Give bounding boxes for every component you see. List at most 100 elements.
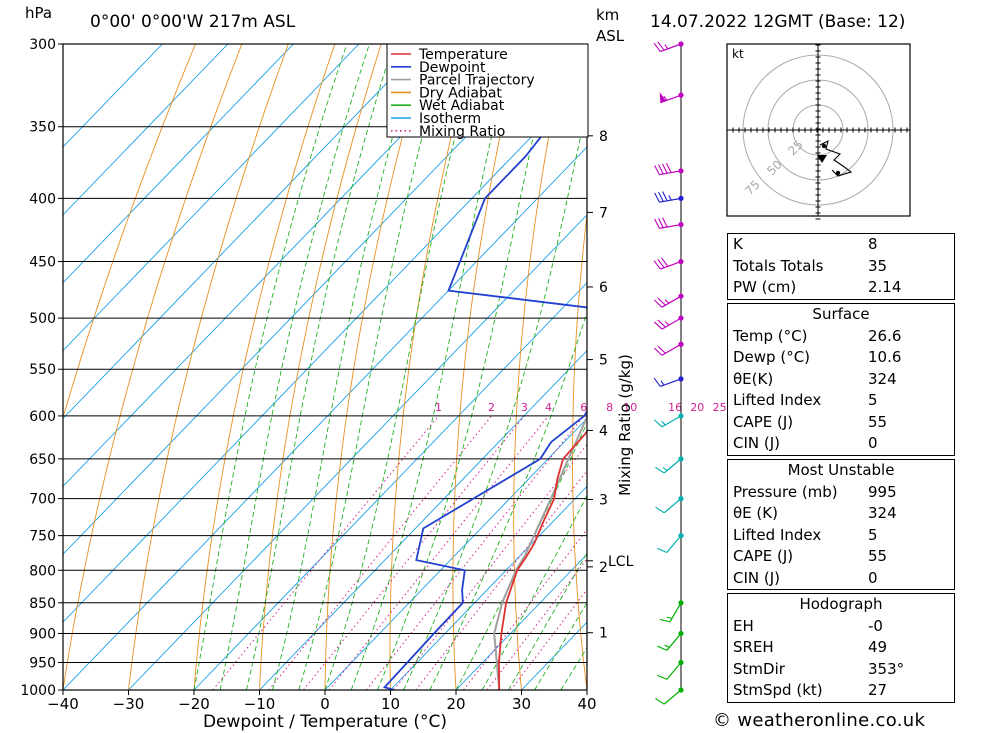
- wind-feather: [655, 697, 665, 705]
- wind-barb: [660, 43, 682, 53]
- hodo-row: StmSpd (kt) 27: [733, 681, 888, 699]
- mixing-ratio-line: [393, 443, 587, 690]
- mixing-ratio-label: 20: [690, 401, 704, 414]
- legend-entry: Parcel Trajectory: [419, 73, 535, 89]
- wind-feather: [657, 547, 668, 554]
- hodograph-title: Hodograph: [799, 595, 883, 613]
- isotherm-line: [193, 282, 587, 690]
- location-label: 0°00' 0°00'W 217m ASL: [90, 12, 296, 32]
- wind-half-feather: [660, 380, 665, 386]
- isotherm-line: [259, 349, 587, 690]
- wind-feather: [659, 618, 671, 623]
- legend-entry: Isotherm: [419, 111, 481, 127]
- mixing-ratio-label: 3: [521, 401, 528, 414]
- footer-credit[interactable]: © weatheronline.co.uk: [713, 710, 926, 731]
- mu-row: CAPE (J) 55: [733, 547, 888, 565]
- hodo-row: SREH 49: [733, 638, 888, 656]
- wind-feather: [653, 299, 663, 308]
- mixing-ratio-line: [510, 588, 587, 690]
- dry-adiabat-line: [324, 44, 429, 690]
- pressure-tick-label: 900: [29, 626, 56, 642]
- isotherm-line: [128, 214, 587, 690]
- mixing-ratio-label: 1: [435, 401, 442, 414]
- surface-title: Surface: [812, 305, 870, 323]
- wet-adiabat-line: [298, 44, 448, 690]
- km-tick-label: 7: [599, 205, 608, 221]
- wind-feather: [657, 645, 668, 651]
- wind-feather: [657, 259, 665, 269]
- hodo-row: EH -0: [733, 616, 883, 635]
- pressure-tick-label: 700: [29, 492, 56, 508]
- mixing-ratio-label: 16: [668, 401, 682, 414]
- wind-barb: [663, 689, 682, 705]
- wind-barb: [660, 260, 682, 270]
- temperature-tick-label: −40: [47, 695, 79, 713]
- dry-adiabat-line: [63, 44, 196, 420]
- lcl-label: LCL: [608, 554, 634, 570]
- wind-barb: [661, 343, 682, 356]
- wet-adiabat-line: [376, 44, 555, 690]
- isotherm-line: [63, 44, 425, 420]
- mixing-ratio-line: [328, 415, 549, 690]
- legend-entry: Dry Adiabat: [419, 85, 502, 101]
- storm-motion-marker: [817, 155, 827, 163]
- mu-row: Lifted Index 5: [733, 525, 878, 544]
- wind-feather: [665, 162, 672, 173]
- wind-profile: [653, 41, 684, 705]
- wind-feather: [657, 319, 666, 328]
- mu-row: CIN (J) 0: [733, 568, 878, 587]
- hodo-row: StmDir 353°: [733, 659, 905, 678]
- wind-half-feather: [666, 616, 673, 619]
- pressure-tick-label: 400: [29, 191, 56, 207]
- wind-barb: [663, 498, 682, 514]
- temperature-tick-label: 30: [512, 695, 531, 713]
- series-dewpoint: [382, 77, 587, 690]
- mixing-ratio-label: 2: [488, 401, 495, 414]
- y-axis-ticks: 300 350 400 450 500 550 600 650 700 750 800 850 900 9…: [20, 37, 63, 699]
- wind-barb: [666, 662, 682, 680]
- dry-adiabat-line: [63, 44, 243, 690]
- isotherm-line: [63, 44, 360, 352]
- wind-feather: [662, 163, 668, 174]
- wind-feather: [662, 217, 668, 228]
- km-tick-label: 4: [599, 423, 608, 439]
- isotherm-line: [63, 44, 229, 216]
- wet-adiabat-line: [324, 44, 480, 690]
- wind-feather: [657, 345, 666, 354]
- wet-adiabat-line: [508, 552, 587, 690]
- isotherm-line: [324, 417, 587, 690]
- surface-row: CIN (J) 0: [733, 434, 878, 452]
- legend-entry: Mixing Ratio: [419, 124, 505, 140]
- wind-feather: [657, 41, 665, 51]
- wind-half-feather: [664, 299, 670, 304]
- wind-feather: [658, 191, 664, 202]
- mixing-ratio-label: 8: [606, 401, 613, 414]
- wind-barb: [660, 378, 682, 387]
- wind-point: [678, 168, 684, 174]
- pressure-tick-label: 650: [29, 452, 56, 468]
- wind-feather: [654, 192, 660, 203]
- hodograph-table: Hodograph EH -0 SREH 49 StmDir 353° StmSpd …: [727, 593, 955, 703]
- mixing-ratio-label: 4: [545, 401, 552, 414]
- wind-barb: [669, 602, 682, 623]
- index-row-pw: PW (cm) 2.14: [733, 278, 902, 296]
- surface-row: CAPE (J) 55: [733, 412, 888, 431]
- temperature-tick-label: 40: [577, 695, 596, 713]
- mu-row: θE (K) 324: [733, 504, 897, 522]
- most-unstable-table: Most Unstable Pressure (mb) 995 θE (K) 324…: [727, 459, 955, 590]
- wind-feather: [658, 164, 664, 175]
- isotherm-line: [63, 78, 587, 623]
- wet-adiabat-line: [350, 44, 515, 690]
- wind-feather: [653, 42, 661, 52]
- pressure-tick-label: 350: [29, 120, 56, 136]
- mixing-ratio-label: 10: [623, 401, 637, 414]
- mixing-ratio-line: [303, 415, 525, 690]
- wind-feather: [653, 419, 663, 428]
- surface-row: Lifted Index 5: [733, 391, 878, 409]
- pressure-tick-label: 600: [29, 409, 56, 425]
- wind-feather: [655, 466, 665, 474]
- wind-half-feather: [663, 95, 668, 101]
- dry-adiabat-line: [193, 44, 336, 690]
